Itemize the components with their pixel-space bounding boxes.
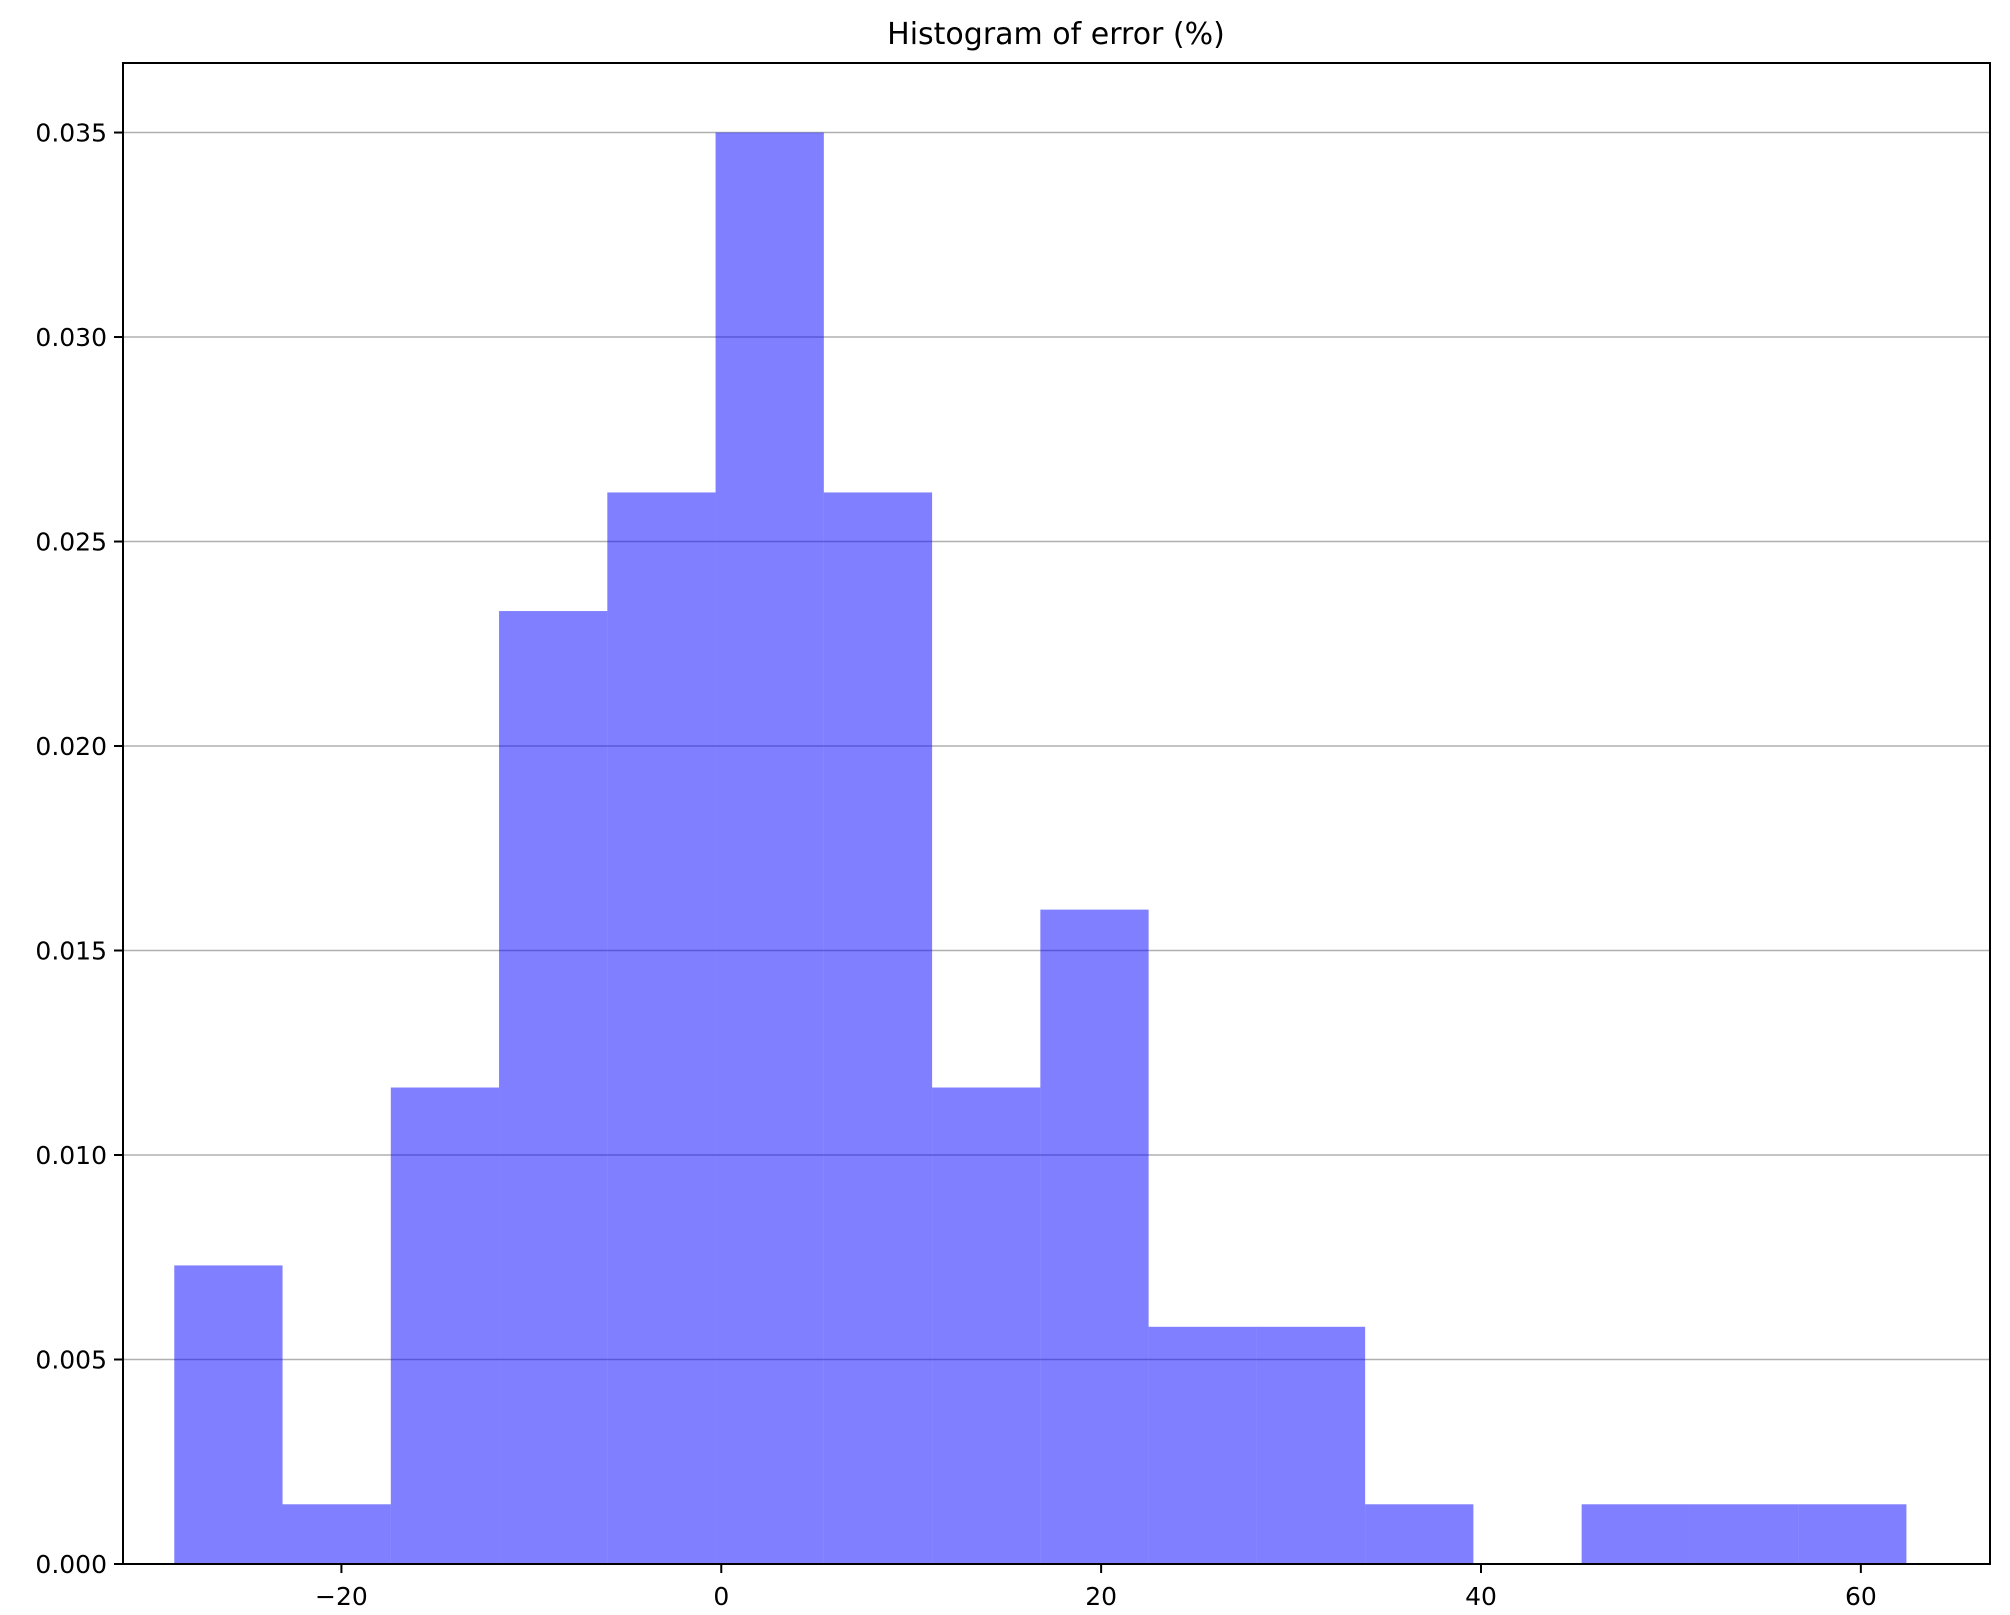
histogram-bar <box>932 1087 1041 1564</box>
histogram-bar <box>823 492 933 1564</box>
histogram-bar <box>1148 1326 1257 1564</box>
histogram-bar <box>607 492 716 1564</box>
y-tick-label: 0.000 <box>35 1550 107 1579</box>
x-tick-label: 0 <box>713 1582 729 1611</box>
y-tick-label: 0.005 <box>35 1346 107 1375</box>
histogram-bar <box>390 1087 500 1564</box>
y-tick-label: 0.030 <box>35 323 107 352</box>
x-tick-label: 40 <box>1465 1582 1497 1611</box>
histogram-bar <box>1798 1504 1907 1564</box>
chart-title: Histogram of error (%) <box>887 17 1225 52</box>
histogram-bar <box>1689 1504 1799 1564</box>
histogram-bar <box>1040 909 1149 1564</box>
histogram-bars <box>174 132 1907 1565</box>
histogram-bar <box>1581 1504 1690 1564</box>
x-tick-label: 60 <box>1845 1582 1877 1611</box>
y-tick-label: 0.020 <box>35 732 107 761</box>
x-axis: −20 0 20 40 60 <box>315 1564 1877 1611</box>
y-tick-label: 0.010 <box>35 1141 107 1170</box>
y-axis: 0.000 0.005 0.010 0.015 0.020 0.025 0.030 0.035 <box>35 119 123 1579</box>
y-tick-label: 0.015 <box>35 937 107 966</box>
y-tick-label: 0.035 <box>35 119 107 148</box>
histogram-bar <box>1256 1326 1366 1564</box>
y-tick-label: 0.025 <box>35 528 107 557</box>
histogram-bar <box>1365 1504 1474 1564</box>
histogram-bar <box>715 132 824 1565</box>
histogram-bar <box>282 1504 391 1564</box>
histogram-bar <box>499 611 608 1564</box>
plot-frame <box>122 62 1991 1565</box>
x-tick-label: 20 <box>1085 1582 1117 1611</box>
histogram-bar <box>174 1265 283 1564</box>
x-tick-label: −20 <box>315 1582 368 1611</box>
